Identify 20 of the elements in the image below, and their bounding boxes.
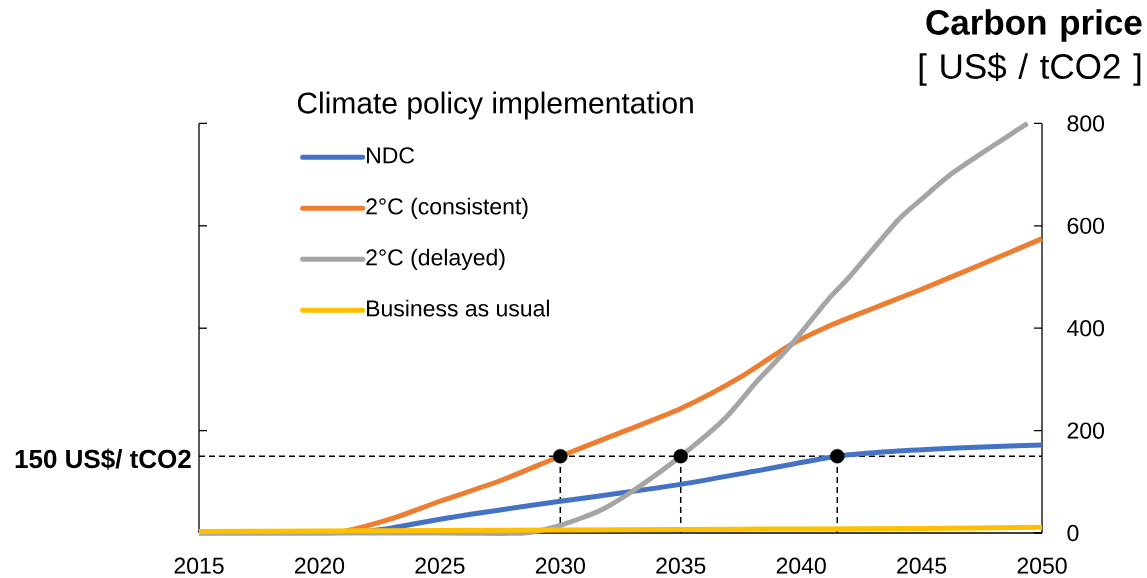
y-tick-label: 0 <box>1067 524 1079 542</box>
y-tick-label: 800 <box>1067 115 1105 132</box>
legend-title: Climate policy implementation <box>297 91 693 120</box>
y-tick-label: 400 <box>1067 320 1105 337</box>
x-tick-label: 2020 <box>295 557 345 574</box>
legend-label: NDC <box>367 147 415 164</box>
legend-label: 2°C (delayed) <box>366 248 505 271</box>
x-tick-label: 2040 <box>776 557 826 574</box>
x-tick-label: 2025 <box>415 557 465 574</box>
x-tick-label: 2035 <box>656 557 706 574</box>
x-tick-label: 2030 <box>535 557 585 574</box>
y-tick-label: 200 <box>1067 422 1105 439</box>
x-tick-label: 2045 <box>897 557 947 574</box>
x-tick-label: 2015 <box>174 557 224 574</box>
legend-label: Business as usual <box>367 299 549 317</box>
legend-label: 2°C (consistent) <box>366 197 528 220</box>
y-tick-label: 600 <box>1067 217 1105 234</box>
y-axis-title: Carbon price [ US$ / tCO2 ] <box>919 9 1142 86</box>
ref-line-label: 150 US$/ tCO2 <box>15 448 191 470</box>
x-tick-label: 2050 <box>1017 557 1067 574</box>
